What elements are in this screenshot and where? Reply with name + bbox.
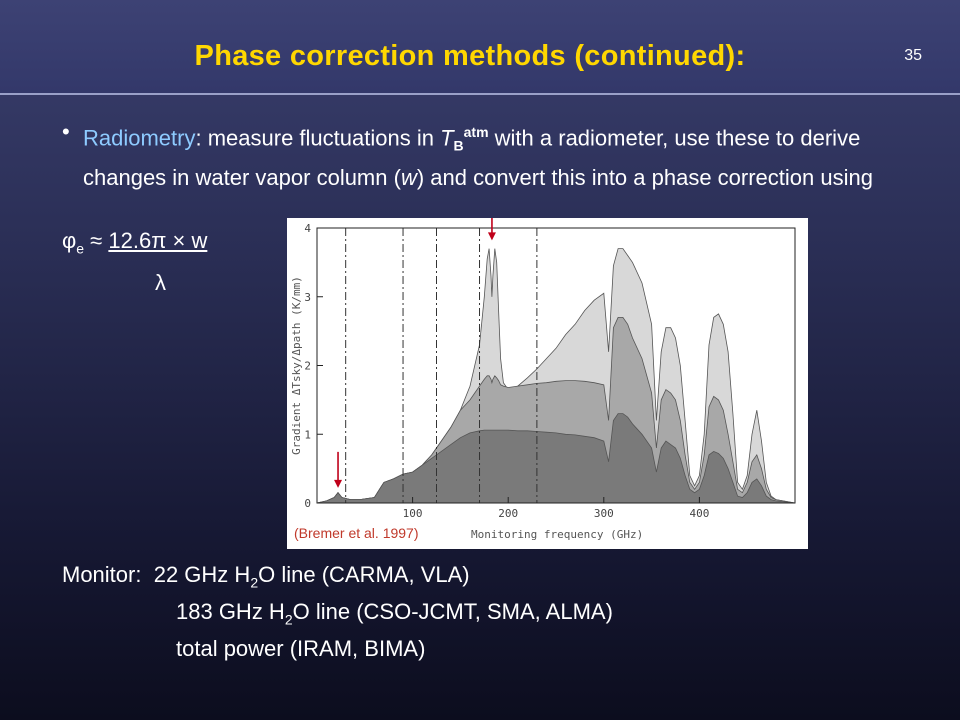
w-symbol: w [400, 164, 417, 190]
monitor-line-3: total power (IRAM, BIMA) [176, 636, 426, 661]
gradient-figure: 100 200 300 400 0 1 2 3 4 Gradient ΔTsky/Δpath (… [287, 218, 808, 549]
bullet-text-3: ) and convert this into a phase correcti… [416, 164, 873, 190]
formula-denominator: λ [155, 270, 166, 295]
x-tick-label-3: 400 [689, 507, 709, 520]
y-tick-label-4: 4 [304, 222, 311, 235]
phase-formula: φe ≈ 12.6π × w [62, 226, 207, 263]
marker-arrow-head-1 [487, 232, 496, 241]
gradient-chart: 100 200 300 400 0 1 2 3 4 Gradient ΔTsky/Δpath (… [290, 218, 796, 541]
slide-number: 35 [904, 47, 922, 64]
phi-symbol: φ [62, 228, 77, 253]
bullet-text-1: : measure fluctuations in [195, 125, 441, 151]
slide-title: Phase correction methods (continued): [194, 40, 746, 72]
x-tick-label-2: 300 [594, 507, 614, 520]
tb-superscript: atm [463, 124, 489, 140]
radiometry-bullet: • Radiometry: measure fluctuations in TB… [62, 116, 932, 194]
tb-symbol: T [440, 125, 454, 151]
marker-arrow-head-0 [334, 479, 343, 488]
title-bar: Phase correction methods (continued): 35 [0, 0, 960, 95]
monitor-label: Monitor: [62, 562, 142, 587]
y-axis-label: Gradient ΔTsky/Δpath (K/mm) [290, 276, 303, 455]
figure-citation: (Bremer et al. 1997) [294, 525, 419, 541]
x-tick-label-1: 200 [498, 507, 518, 520]
monitor-2a: 183 GHz H [176, 599, 285, 624]
formula-numerator: 12.6π × w [108, 228, 208, 253]
monitor-1b: O line (CARMA, VLA) [258, 562, 470, 587]
y-tick-label-1: 1 [304, 428, 311, 441]
monitor-1-sub: 2 [250, 574, 259, 591]
monitor-2-sub: 2 [284, 611, 293, 628]
x-tick-label-0: 100 [403, 507, 423, 520]
y-tick-label-2: 2 [304, 360, 311, 373]
monitor-line-1: Monitor: 22 GHz H2O line (CARMA, VLA) [62, 560, 470, 597]
x-axis-label: Monitoring frequency (GHz) [471, 528, 643, 541]
bullet-label: Radiometry [83, 125, 196, 151]
bullet-text-2: with a radiometer, use these to derive c… [83, 125, 861, 190]
monitor-2b: O line (CSO-JCMT, SMA, ALMA) [292, 599, 613, 624]
tb-subscript: B [453, 137, 464, 154]
approx-symbol: ≈ [84, 228, 109, 253]
bullet-dot: • [62, 119, 70, 144]
monitor-line-2: 183 GHz H2O line (CSO-JCMT, SMA, ALMA) [176, 597, 613, 634]
phi-subscript: e [76, 240, 85, 257]
monitor-1a: 22 GHz H [153, 562, 251, 587]
y-tick-label-3: 3 [304, 291, 311, 304]
bullet-text: Radiometry: measure fluctuations in TBat… [83, 116, 932, 194]
y-tick-label-0: 0 [304, 497, 311, 510]
